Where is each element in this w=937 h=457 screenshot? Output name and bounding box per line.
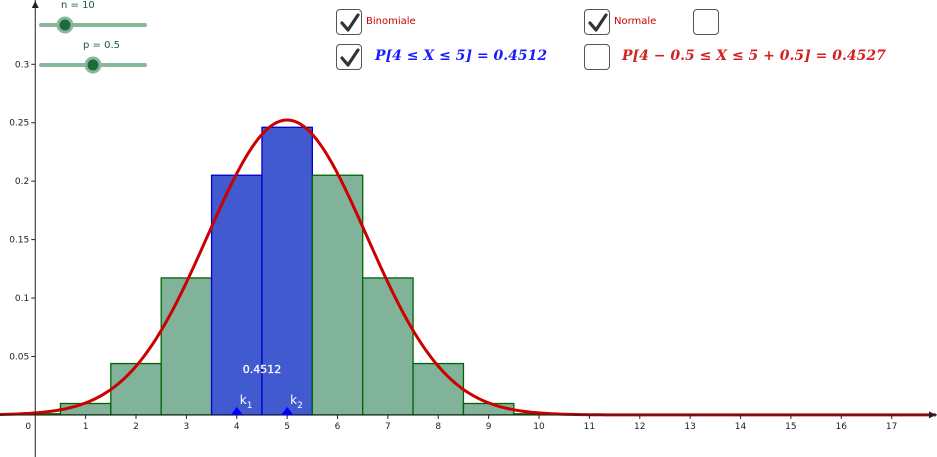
y-tick-label-0.2: 0.2 [15,177,29,187]
k2-point-icon[interactable] [281,406,294,415]
histogram [9,126,565,416]
k2-label: k2 [290,393,303,411]
x-tick-label-0: 0 [25,422,31,432]
k1-label: k1 [240,393,253,411]
y-axis-arrow-icon [31,1,39,8]
bar-5 [261,126,313,416]
bar-2 [110,362,162,416]
k-points: k1 k2 [230,393,303,415]
extra-checkbox[interactable] [693,9,719,35]
slider-n-label: n = 10 [61,0,95,11]
k1-point-icon[interactable] [230,406,243,415]
slider-p-label: p = 0.5 [83,40,120,51]
bar-7 [362,277,414,416]
normale-checkbox[interactable] [584,9,610,35]
x-tick-label-2: 2 [133,422,139,432]
checkmark-icon [588,13,608,32]
binomiale-probability-formula: P[4 ≤ X ≤ 5] = 0.4512 [375,48,548,64]
x-tick-label-8: 8 [435,422,441,432]
checkmark-icon [340,13,360,32]
prob-binomiale-checkbox[interactable] [336,44,362,70]
y-tick-label-0.05: 0.05 [9,352,29,362]
slider-p-knob[interactable] [84,56,102,74]
x-tick-label-13: 13 [684,422,695,432]
x-tick-label-4: 4 [234,422,240,432]
x-tick-label-7: 7 [385,422,391,432]
bar-4 [210,174,263,416]
x-tick-label-10: 10 [533,422,545,432]
highlight-value: 0.4512 [243,363,282,376]
y-tick-label-0.15: 0.15 [9,236,29,246]
slider-n[interactable] [38,14,148,36]
x-tick-label-14: 14 [735,422,747,432]
x-tick-label-5: 5 [284,422,290,432]
x-tick-label-17: 17 [886,422,897,432]
x-tick-label-12: 12 [634,422,645,432]
y-tick-label-0.3: 0.3 [15,60,29,70]
normale-label: Normale [614,16,657,27]
x-tick-label-15: 15 [785,422,796,432]
x-tick-label-6: 6 [335,422,341,432]
highlight-probability-label: 0.4512 [243,363,282,376]
slider-p[interactable] [38,54,148,76]
bar-3 [160,277,213,416]
x-tick-label-1: 1 [83,422,89,432]
y-tick-label-0.1: 0.1 [15,294,29,304]
normale-probability-formula: P[4 − 0.5 ≤ X ≤ 5 + 0.5] = 0.4527 [622,48,886,64]
x-tick-label-16: 16 [836,422,848,432]
x-tick-label-3: 3 [184,422,190,432]
binomiale-checkbox[interactable] [336,9,362,35]
x-tick-label-11: 11 [584,422,595,432]
x-tick-label-9: 9 [486,422,492,432]
binomiale-label: Binomiale [366,16,416,27]
bar-8 [412,362,465,416]
x-axis-arrow-icon [929,411,936,419]
checkmark-icon [340,48,360,67]
y-tick-label-0.25: 0.25 [9,119,29,129]
prob-normale-checkbox[interactable] [584,44,610,70]
slider-n-knob[interactable] [56,16,74,34]
